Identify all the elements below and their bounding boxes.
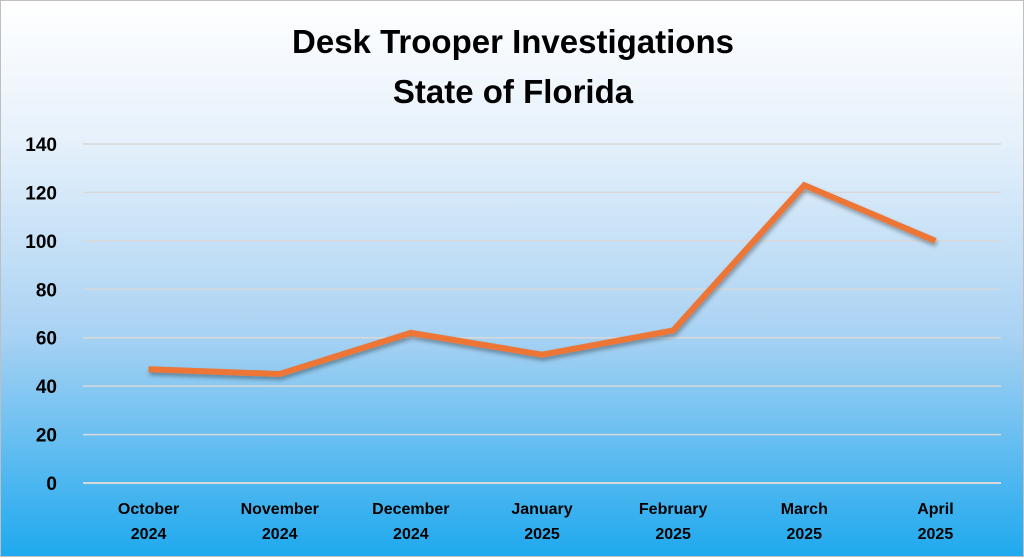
y-tick-label: 60 bbox=[36, 329, 57, 350]
x-tick-label: 2025 bbox=[524, 526, 560, 543]
x-tick-label: October bbox=[118, 501, 179, 518]
series-line bbox=[149, 185, 936, 374]
y-tick-label: 120 bbox=[25, 183, 57, 204]
y-tick-label: 40 bbox=[36, 377, 57, 398]
x-tick-label: 2024 bbox=[393, 526, 429, 543]
x-tick-label: 2025 bbox=[786, 526, 822, 543]
x-tick-label: 2025 bbox=[918, 526, 954, 543]
x-tick-label: March bbox=[781, 501, 828, 518]
y-tick-label: 20 bbox=[36, 426, 57, 447]
x-tick-label: 2024 bbox=[131, 526, 167, 543]
x-tick-label: November bbox=[241, 501, 319, 518]
y-tick-label: 140 bbox=[25, 135, 57, 156]
x-tick-label: April bbox=[917, 501, 953, 518]
x-tick-label: January bbox=[511, 501, 572, 518]
x-tick-label: February bbox=[639, 501, 708, 518]
x-tick-label: December bbox=[372, 501, 449, 518]
x-tick-label: 2025 bbox=[655, 526, 691, 543]
y-tick-label: 0 bbox=[46, 474, 57, 495]
y-tick-label: 100 bbox=[25, 232, 57, 253]
y-tick-label: 80 bbox=[36, 280, 57, 301]
x-tick-label: 2024 bbox=[262, 526, 298, 543]
